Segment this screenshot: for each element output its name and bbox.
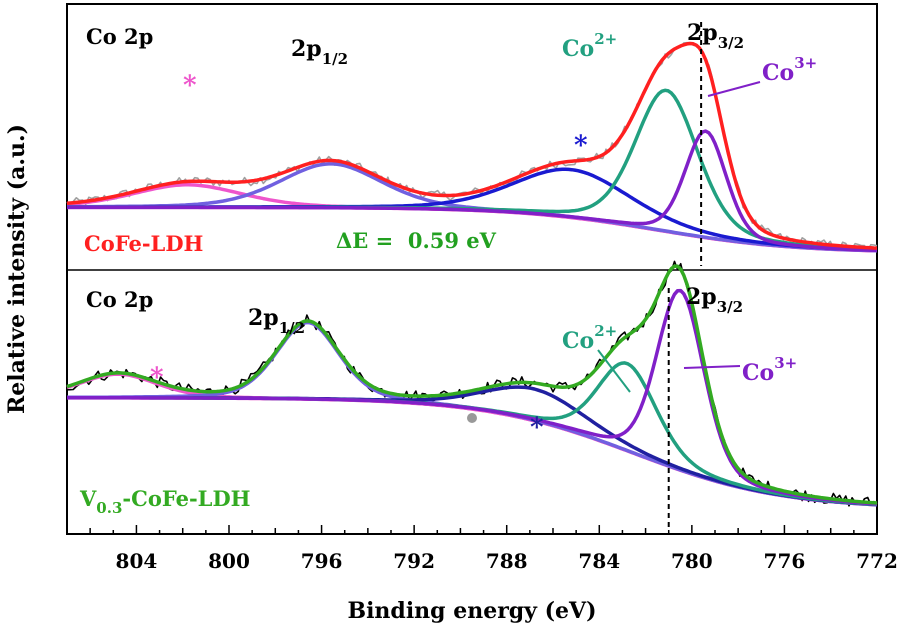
top-co3-label: Co3+	[762, 54, 817, 86]
top-2p32-main: 2p	[687, 20, 718, 46]
x-tick-label: 804	[116, 549, 158, 573]
panel-bottom	[66, 260, 878, 530]
bottom-sample-label: V0.3-CoFe-LDH	[79, 486, 251, 517]
bottom-2p12-sub: 1/2	[279, 319, 305, 337]
bottom-sample-main: V	[79, 486, 97, 511]
top-core-label: Co 2p	[86, 24, 153, 49]
top-2p12-label: 2p1/2	[291, 36, 348, 68]
top-2p32-label: 2p3/2	[687, 20, 744, 52]
plot-frame	[66, 3, 878, 535]
x-tick-label: 788	[486, 549, 528, 573]
top-sample-label: CoFe-LDH	[84, 231, 203, 256]
bottom-2p32-main: 2p	[686, 284, 717, 310]
x-tick-label: 776	[764, 549, 806, 573]
top-co3-sup: 3+	[794, 54, 817, 72]
x-tick-label: 784	[578, 549, 620, 573]
top-2p12-sub: 1/2	[322, 50, 348, 68]
bottom-co2-sup: 2+	[594, 322, 617, 340]
bottom-sat-high-mark: *	[150, 363, 164, 393]
bottom-co3-main: Co	[742, 360, 774, 386]
y-axis-label: Relative intensity (a.u.)	[4, 124, 30, 414]
x-axis-tick-labels: 804 800 796 792 788 784 780 776 772	[116, 549, 898, 573]
bottom-co3-label: Co3+	[742, 354, 797, 386]
x-tick-label: 792	[393, 549, 435, 573]
x-axis-label: Binding energy (eV)	[347, 598, 596, 624]
bottom-peak-co3	[67, 288, 878, 506]
top-sat-low-mark: *	[574, 131, 588, 161]
bottom-2p12-label: 2p1/2	[248, 305, 305, 337]
top-co2-label: Co2+	[562, 30, 617, 62]
bottom-co2-pointer	[597, 349, 631, 393]
bottom-sample-rest: -CoFe-LDH	[122, 486, 250, 511]
x-tick-label: 800	[208, 549, 250, 573]
x-tick-label: 780	[671, 549, 713, 573]
x-axis-ticks	[89, 525, 878, 534]
bottom-co3-sup: 3+	[774, 354, 797, 372]
bottom-2p32-sub: 3/2	[717, 298, 743, 316]
top-co2-sup: 2+	[594, 30, 617, 48]
x-tick-label: 796	[301, 549, 343, 573]
top-2p32-sub: 3/2	[718, 34, 744, 52]
top-envelope	[66, 41, 878, 250]
bottom-co3-pointer	[683, 365, 741, 369]
bottom-grey-marker	[467, 413, 477, 423]
bottom-2p32-label: 2p3/2	[686, 284, 743, 316]
top-co2-main: Co	[562, 36, 594, 62]
bottom-core-label: Co 2p	[86, 287, 153, 312]
top-sat-high-mark: *	[183, 71, 197, 101]
bottom-sample-sub: 0.3	[96, 499, 122, 517]
top-co3-pointer	[707, 81, 761, 97]
panel-top	[66, 22, 878, 266]
bottom-2p12-main: 2p	[248, 305, 279, 331]
bottom-co2-main: Co	[562, 328, 594, 354]
top-co3-main: Co	[762, 60, 794, 86]
bottom-envelope	[66, 264, 878, 505]
top-delta-e-label: ΔE = 0.59 eV	[336, 228, 497, 253]
bottom-sat-low-mark: *	[530, 413, 544, 443]
bottom-co2-label: Co2+	[562, 322, 617, 354]
top-2p12-main: 2p	[291, 36, 322, 62]
x-tick-label: 772	[856, 549, 898, 573]
top-peak-co3	[67, 129, 878, 253]
